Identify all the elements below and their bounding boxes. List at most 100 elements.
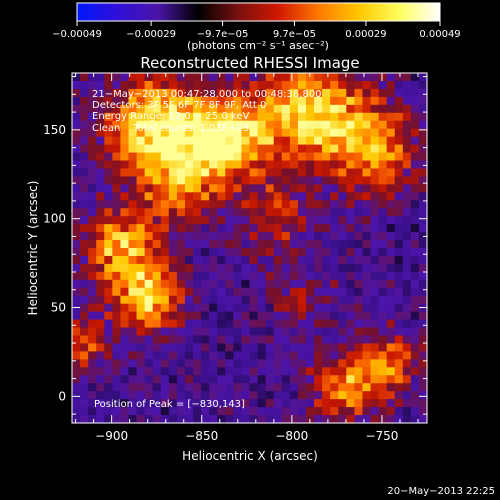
heatmap-cell	[193, 144, 202, 154]
heatmap-cell	[418, 176, 428, 185]
heatmap-cell	[104, 104, 113, 114]
heatmap-cell	[305, 168, 315, 177]
heatmap-cell	[233, 104, 243, 114]
heatmap-cell	[305, 200, 315, 209]
heatmap-cell	[96, 160, 105, 170]
heatmap-cell	[176, 415, 186, 424]
heatmap-cell	[96, 327, 105, 337]
heatmap-cell	[249, 120, 259, 130]
heatmap-cell	[201, 391, 210, 400]
heatmap-cell	[410, 80, 420, 90]
heatmap-cell	[120, 343, 130, 352]
heatmap-cell	[201, 176, 210, 185]
heatmap-cell	[370, 184, 380, 193]
heatmap-cell	[201, 168, 210, 177]
heatmap-cell	[265, 391, 275, 400]
heatmap-cell	[289, 192, 299, 201]
heatmap-cell	[265, 375, 275, 384]
heatmap-cell	[378, 160, 388, 170]
heatmap-cell	[217, 88, 226, 98]
heatmap-cell	[80, 120, 89, 130]
heatmap-cell	[289, 383, 299, 392]
heatmap-cell	[152, 136, 162, 146]
heatmap-cell	[160, 351, 170, 360]
heatmap-cell	[378, 359, 388, 368]
heatmap-cell	[72, 391, 81, 400]
heatmap-cell	[160, 224, 170, 233]
heatmap-cell	[354, 96, 364, 106]
heatmap-cell	[120, 208, 130, 217]
heatmap-cell	[152, 351, 162, 360]
heatmap-cell	[330, 120, 339, 130]
heatmap-cell	[265, 80, 275, 90]
heatmap-cell	[354, 144, 364, 154]
heatmap-cell	[112, 319, 122, 329]
heatmap-cell	[330, 319, 339, 329]
heatmap-cell	[354, 367, 364, 376]
heatmap-cell	[249, 319, 259, 329]
heatmap-cell	[418, 128, 428, 138]
heatmap-cell	[193, 73, 202, 82]
heatmap-cell	[418, 263, 428, 273]
heatmap-cell	[209, 407, 218, 416]
heatmap-cell	[370, 120, 380, 130]
heatmap-cell	[314, 208, 323, 217]
heatmap-cell	[128, 407, 138, 416]
heatmap-cell	[128, 224, 138, 233]
heatmap-cell	[314, 200, 323, 209]
heatmap-cell	[297, 208, 307, 217]
heatmap-cell	[330, 415, 339, 424]
heatmap-cell	[305, 160, 315, 170]
heatmap-cell	[402, 407, 412, 416]
heatmap-cell	[160, 255, 170, 265]
heatmap-cell	[322, 80, 331, 90]
heatmap-cell	[402, 232, 412, 241]
heatmap-cell	[378, 200, 388, 209]
heatmap-cell	[378, 216, 388, 225]
heatmap-cell	[193, 184, 202, 193]
heatmap-cell	[370, 303, 380, 313]
heatmap-cell	[346, 73, 355, 82]
peak-position-label: Position of Peak = [−830,143]	[94, 399, 245, 410]
heatmap-cell	[209, 184, 218, 193]
heatmap-cell	[184, 224, 194, 233]
heatmap-cell	[80, 88, 89, 98]
heatmap-cell	[225, 335, 234, 345]
heatmap-cell	[305, 279, 315, 289]
heatmap-cell	[297, 311, 307, 321]
heatmap-cell	[225, 271, 234, 281]
heatmap-cell	[354, 136, 364, 146]
heatmap-cell	[378, 263, 388, 273]
heatmap-cell	[88, 168, 97, 177]
heatmap-cell	[233, 73, 243, 82]
heatmap-cell	[217, 240, 226, 249]
heatmap-cell	[362, 152, 372, 162]
heatmap-cell	[80, 136, 89, 146]
heatmap-cell	[209, 160, 218, 170]
heatmap-cell	[168, 96, 178, 106]
heatmap-cell	[152, 327, 162, 337]
heatmap-cell	[104, 319, 113, 329]
heatmap-cell	[168, 160, 178, 170]
heatmap-cell	[168, 144, 178, 154]
heatmap-cell	[346, 112, 355, 122]
heatmap-cell	[168, 399, 178, 408]
heatmap-cell	[402, 248, 412, 257]
heatmap-cell	[265, 184, 275, 193]
heatmap-cell	[241, 271, 251, 281]
heatmap-cell	[104, 192, 113, 201]
heatmap-cell	[241, 176, 251, 185]
heatmap-cell	[152, 224, 162, 233]
heatmap-cell	[96, 120, 105, 130]
heatmap-cell	[338, 391, 347, 400]
heatmap-cell	[120, 351, 130, 360]
heatmap-cell	[176, 216, 186, 225]
heatmap-cell	[257, 216, 267, 225]
heatmap-cell	[201, 367, 210, 376]
heatmap-cell	[136, 255, 146, 265]
heatmap-cell	[249, 184, 259, 193]
heatmap-cell	[297, 279, 307, 289]
heatmap-cell	[193, 104, 202, 114]
heatmap-cell	[314, 415, 323, 424]
heatmap-cell	[233, 128, 243, 138]
